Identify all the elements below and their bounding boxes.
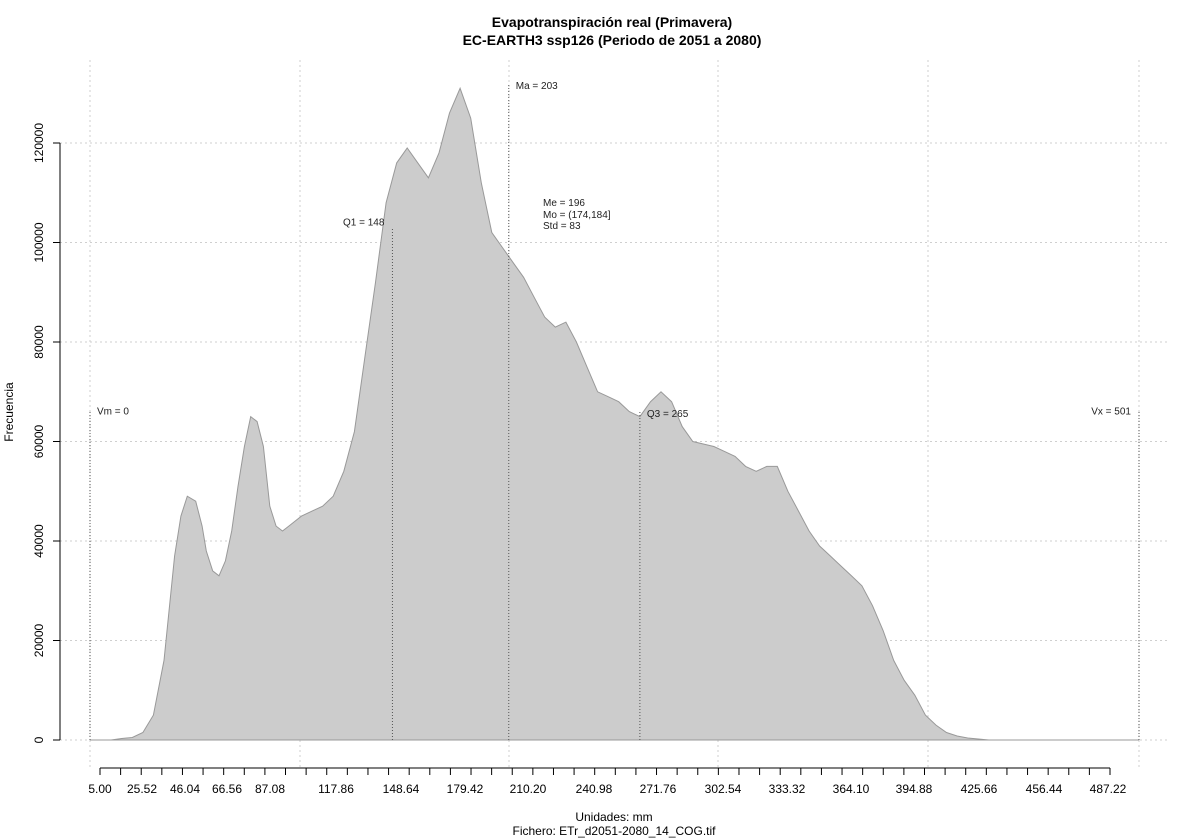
chart-subtitle: EC-EARTH3 ssp126 (Periodo de 2051 a 2080… [463,32,762,48]
stat-mode: Mo = (174,184] [543,210,611,221]
y-tick-label: 120000 [32,123,46,163]
statistic-lines: Vm = 0 Q1 = 148 Ma = 203 Q3 = 265 Vx = 501 [89,81,1140,740]
x-axis-label: Unidades: mm [575,810,652,824]
x-tick-label: 5.00 [88,782,112,796]
stat-std: Std = 83 [543,221,581,232]
x-tick-label: 394.88 [896,782,933,796]
x-tick-label: 179.42 [447,782,484,796]
y-tick-label: 80000 [32,325,46,359]
stat-label: Vm = 0 [97,407,129,418]
x-tick-label: 210.20 [510,782,547,796]
y-axis-label: Frecuencia [2,382,16,442]
density-area [90,86,1139,741]
x-tick-label: 333.32 [769,782,806,796]
stat-label: Q1 = 148 [343,218,385,229]
x-tick-label: 302.54 [705,782,742,796]
stat-label: Vx = 501 [1091,407,1131,418]
x-tick-label: 240.98 [576,782,613,796]
x-tick-label: 456.44 [1026,782,1063,796]
x-tick-label: 271.76 [640,782,677,796]
y-tick-label: 40000 [32,524,46,558]
x-tick-label: 25.52 [127,782,157,796]
x-tick-label: 46.04 [170,782,200,796]
x-tick-label: 117.86 [318,782,354,796]
chart-title: Evapotranspiración real (Primavera) [492,14,732,30]
stat-median: Me = 196 [543,198,585,209]
x-tick-label: 148.64 [383,782,420,796]
x-tick-label: 66.56 [212,782,242,796]
y-tick-label: 100000 [32,222,46,262]
y-tick-label: 20000 [32,623,46,657]
x-tick-label: 425.66 [961,782,998,796]
stat-label: Q3 = 265 [647,409,689,420]
density-area-path [90,86,1139,741]
axes: 0 20000 40000 60000 80000 100000 120000 5.00 25.… [32,123,1127,796]
x-tick-label: 87.08 [255,782,285,796]
x-tick-label: 364.10 [833,782,870,796]
stat-label: Ma = 203 [516,81,558,92]
file-caption: Fichero: ETr_d2051-2080_14_COG.tif [513,824,717,838]
y-tick-label: 0 [32,736,46,743]
y-tick-label: 60000 [32,424,46,458]
x-tick-label: 487.22 [1090,782,1127,796]
